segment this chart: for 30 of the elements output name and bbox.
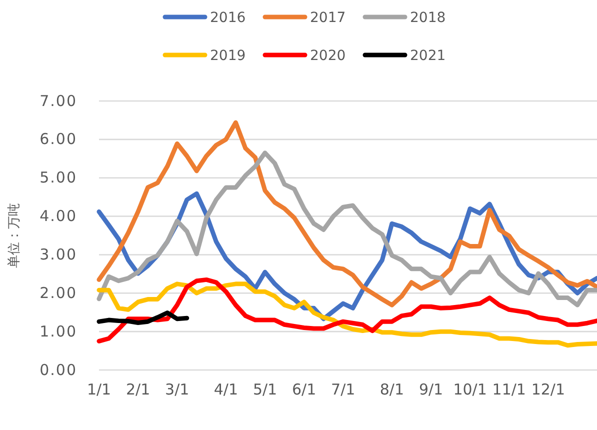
x-tick-label: 11/1: [492, 380, 526, 399]
x-tick-label: 7/1: [331, 380, 356, 399]
line-series: [96, 120, 597, 308]
legend-label: 2018: [410, 10, 446, 26]
x-tick-label: 12/1: [531, 380, 566, 399]
x-tick-label: 1/1: [86, 380, 112, 399]
y-tick-label: 0.00: [40, 360, 77, 379]
legend-label: 2019: [210, 48, 246, 64]
y-tick-label: 2.00: [40, 284, 77, 302]
y-axis-title: 单位：万吨: [7, 203, 22, 268]
x-tick-label: 3/1: [165, 380, 190, 399]
y-tick-label: 1.00: [40, 322, 77, 340]
legend-label: 2016: [210, 10, 246, 26]
x-tick-label: 6/1: [292, 380, 316, 399]
y-tick-label: 3.00: [40, 246, 77, 264]
line-series: [96, 310, 190, 325]
line-series: [96, 150, 597, 308]
y-tick-label: 4.00: [40, 207, 77, 226]
legend-label: 2020: [310, 48, 346, 64]
x-tick-label: 5/1: [252, 380, 278, 399]
legend-label: 2021: [410, 48, 446, 64]
x-tick-label: 10/1: [453, 380, 487, 399]
legend-label: 2017: [310, 10, 346, 26]
y-tick-label: 7.00: [40, 92, 77, 110]
y-tick-label: 6.00: [40, 130, 77, 148]
y-tick-label: 5.00: [40, 168, 77, 187]
x-tick-label: 2/1: [126, 380, 150, 399]
x-tick-label: 8/1: [380, 380, 404, 399]
x-tick-label: 9/1: [418, 380, 444, 399]
x-tick-label: 4/1: [214, 380, 238, 399]
